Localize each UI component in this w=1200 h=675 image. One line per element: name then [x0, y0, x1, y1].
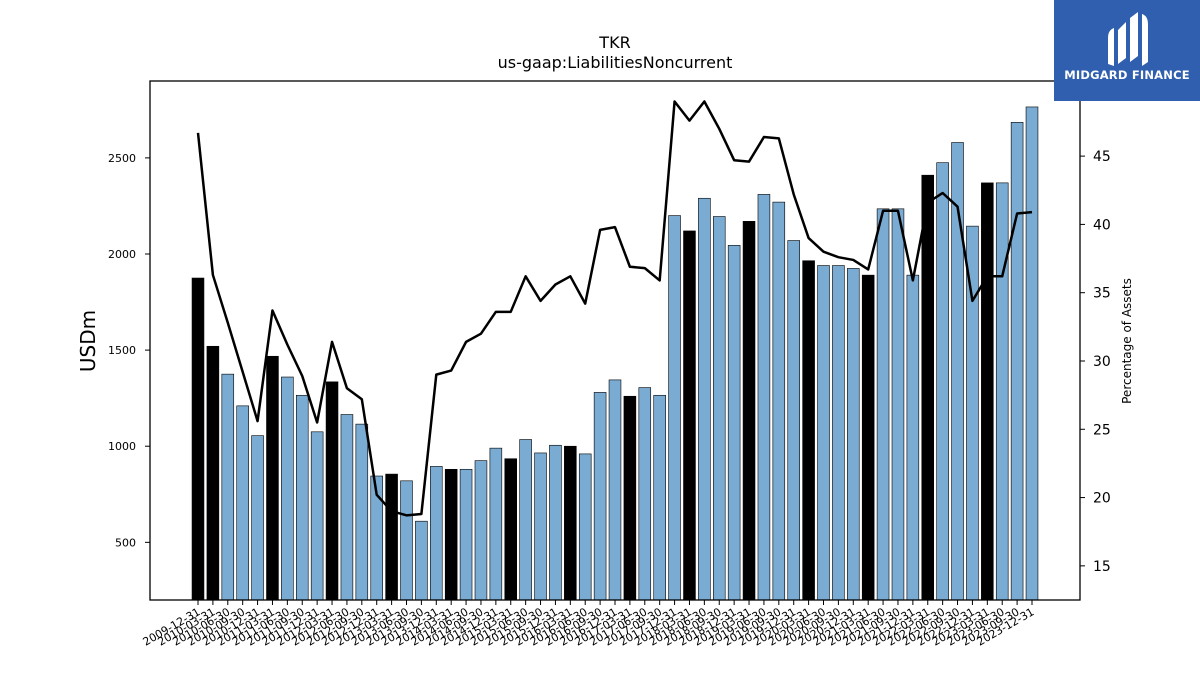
bar: [415, 520, 428, 601]
chart-title: TKR: [598, 33, 630, 52]
bar: [772, 201, 786, 601]
bar: [653, 394, 666, 601]
bar: [281, 376, 294, 601]
bar: [191, 277, 205, 601]
bar: [459, 468, 473, 601]
bar: [623, 395, 637, 601]
brand-name: MIDGARD FINANCE: [1064, 68, 1190, 82]
bar: [534, 452, 547, 601]
bar: [310, 431, 324, 601]
chart-subtitle: us-gaap:LiabilitiesNoncurrent: [498, 53, 733, 72]
bar: [832, 265, 845, 601]
bar: [489, 447, 503, 601]
percentage-line: [196, 100, 1033, 517]
bar: [474, 460, 488, 601]
y2-tick-label: 30: [1093, 354, 1111, 370]
y-tick-label: 1000: [108, 440, 136, 453]
bar: [727, 245, 741, 601]
y2-tick-label: 15: [1093, 559, 1111, 575]
bar: [593, 392, 607, 601]
bar: [712, 216, 726, 601]
x-axis: 2009-12-312010-03-312010-06-302010-09-30…: [141, 600, 1037, 649]
bar: [981, 182, 994, 601]
brand-logo: MIDGARD FINANCE: [1054, 0, 1200, 101]
y-axis-label: USDm: [76, 310, 100, 372]
y-tick-label: 2500: [108, 152, 136, 165]
bar: [340, 414, 354, 601]
y-axis-right: 15 20 25 30 35 40 45: [1080, 149, 1111, 575]
y-tick-label: 500: [115, 536, 136, 549]
bar: [206, 345, 220, 601]
bar: [578, 453, 592, 601]
y2-tick-label: 45: [1093, 149, 1111, 165]
bar: [876, 208, 890, 601]
midgard-m-logo-icon: [1108, 12, 1148, 66]
bar: [921, 174, 934, 601]
bar: [787, 240, 800, 601]
bar: [638, 387, 652, 601]
line-series: [196, 100, 1033, 517]
bar: [564, 445, 577, 601]
bar: [608, 379, 622, 601]
y2-tick-label: 40: [1093, 217, 1111, 233]
bar: [295, 394, 309, 601]
y-axis-left: 500 1000 1500 2000 2500: [108, 152, 150, 549]
bar: [757, 194, 771, 601]
bar: [817, 265, 830, 601]
bar: [995, 182, 1009, 601]
bar: [385, 473, 398, 601]
bar: [549, 444, 562, 601]
bar: [861, 274, 875, 601]
bar: [683, 230, 696, 601]
bar: [847, 268, 860, 601]
bar: [802, 260, 815, 601]
bar: [519, 439, 532, 601]
bar: [668, 215, 681, 601]
bar: [1025, 106, 1039, 601]
y2-axis-label: Percentage of Assets: [1120, 278, 1134, 404]
y-tick-label: 1500: [108, 344, 136, 357]
bar: [891, 208, 905, 601]
bar: [444, 468, 458, 601]
bar-series: [191, 106, 1039, 601]
y2-tick-label: 25: [1093, 422, 1111, 438]
bar: [698, 197, 711, 601]
y2-tick-label: 20: [1093, 491, 1111, 507]
bar: [742, 221, 756, 601]
bar: [504, 458, 518, 601]
bar: [400, 480, 413, 601]
bar: [251, 435, 264, 601]
bar: [236, 405, 249, 601]
bar: [906, 274, 920, 601]
bar: [355, 423, 369, 601]
bar: [936, 162, 949, 601]
bar: [221, 373, 235, 601]
bar: [430, 466, 443, 601]
bar: [1010, 122, 1024, 601]
y-tick-label: 2000: [108, 248, 136, 261]
bar: [266, 355, 279, 601]
y2-tick-label: 35: [1093, 286, 1111, 302]
bar: [325, 381, 339, 601]
